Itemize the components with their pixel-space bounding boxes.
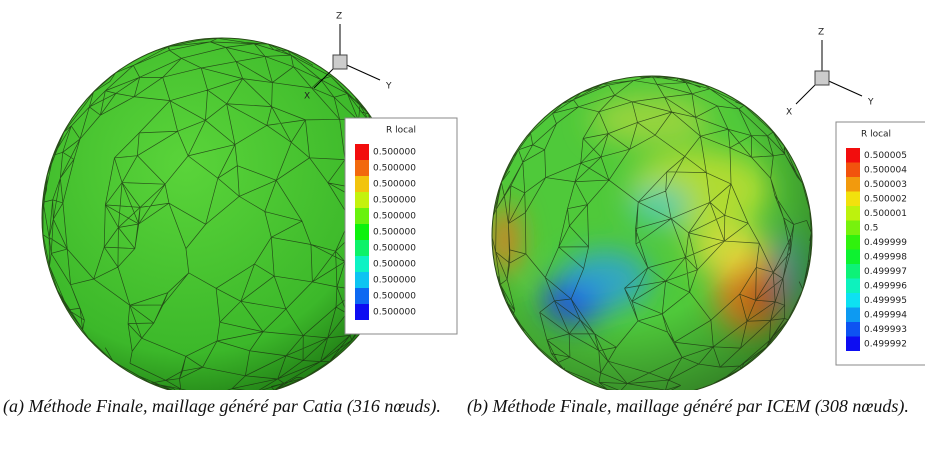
legend-label: 0.500000	[373, 196, 416, 206]
caption-b: (b) Méthode Finale, maillage généré par …	[467, 396, 909, 416]
legend-title: R local	[386, 126, 416, 136]
legend-label: 0.500003	[864, 180, 907, 190]
legend-swatch	[846, 307, 860, 322]
axis-cube	[814, 70, 830, 86]
legend-swatch	[355, 288, 369, 304]
legend-swatch	[355, 192, 369, 208]
legend-swatch	[846, 191, 860, 206]
axis-triads: Z Y X Z Y X	[304, 12, 874, 118]
legend-swatch	[355, 208, 369, 224]
legend-label: 0.499992	[864, 339, 907, 349]
legends: R local 0.500000 0.500000 0.500000 0.500000 0…	[344, 117, 925, 366]
mesh	[492, 75, 812, 390]
legend-swatch	[846, 206, 860, 221]
legend-label: 0.499999	[864, 238, 907, 248]
legend-label: 0.500000	[373, 276, 416, 286]
legend-label: 0.499997	[864, 267, 907, 277]
legend-title: R local	[861, 130, 891, 140]
axis-label: Y	[867, 98, 874, 108]
legend-label: 0.5	[864, 223, 878, 233]
figure: Z Y X Z Y X R local 0.500000 0.500000 0.500000 0.…	[41, 12, 925, 390]
legend-label: 0.500005	[864, 151, 907, 161]
axis-label: Z	[818, 28, 824, 38]
legend-label: 0.500000	[373, 292, 416, 302]
legend-swatch	[846, 148, 860, 163]
legend-swatch	[846, 249, 860, 264]
legend-swatch	[846, 278, 860, 293]
legend-label: 0.499994	[864, 310, 907, 320]
legend-label: 0.500000	[373, 164, 416, 174]
legend-label: 0.500002	[864, 194, 907, 204]
sphere-outline	[491, 75, 813, 390]
legend-swatch	[846, 162, 860, 177]
legend-swatch	[355, 176, 369, 192]
axis-label: Z	[336, 12, 342, 22]
legend-label: 0.499998	[864, 252, 907, 262]
axis-cube	[332, 54, 348, 70]
legend-label: 0.500004	[864, 165, 907, 175]
caption-a: (a) Méthode Finale, maillage généré par …	[3, 396, 441, 416]
legend-swatch	[355, 304, 369, 320]
legend-swatch	[846, 293, 860, 308]
legend-swatch	[846, 264, 860, 279]
legend-label: 0.499996	[864, 281, 907, 291]
legend-swatch	[846, 235, 860, 250]
legend-swatch	[355, 272, 369, 288]
legend-label: 0.500000	[373, 180, 416, 190]
legend-swatch	[355, 144, 369, 160]
legend-label: 0.500000	[373, 148, 416, 158]
legend-label: 0.499995	[864, 296, 907, 306]
legend-swatch	[846, 220, 860, 235]
legend-swatch	[355, 224, 369, 240]
legend-label: 0.500000	[373, 212, 416, 222]
legend-swatch	[846, 336, 860, 351]
legend-swatch	[355, 240, 369, 256]
axis-label: Y	[385, 82, 392, 92]
axis-label: X	[304, 92, 310, 102]
legend-label: 0.500000	[373, 308, 416, 318]
legend-label: 0.499993	[864, 325, 907, 335]
legend-swatch	[355, 160, 369, 176]
legend-label: 0.500001	[864, 209, 907, 219]
legend-label: 0.500000	[373, 260, 416, 270]
legend-label: 0.500000	[373, 244, 416, 254]
legend-swatch	[355, 256, 369, 272]
legend-label: 0.500000	[373, 228, 416, 238]
axis-label: X	[786, 108, 792, 118]
legend-swatch	[846, 322, 860, 337]
sphere-b	[491, 75, 813, 390]
legend-swatch	[846, 177, 860, 192]
